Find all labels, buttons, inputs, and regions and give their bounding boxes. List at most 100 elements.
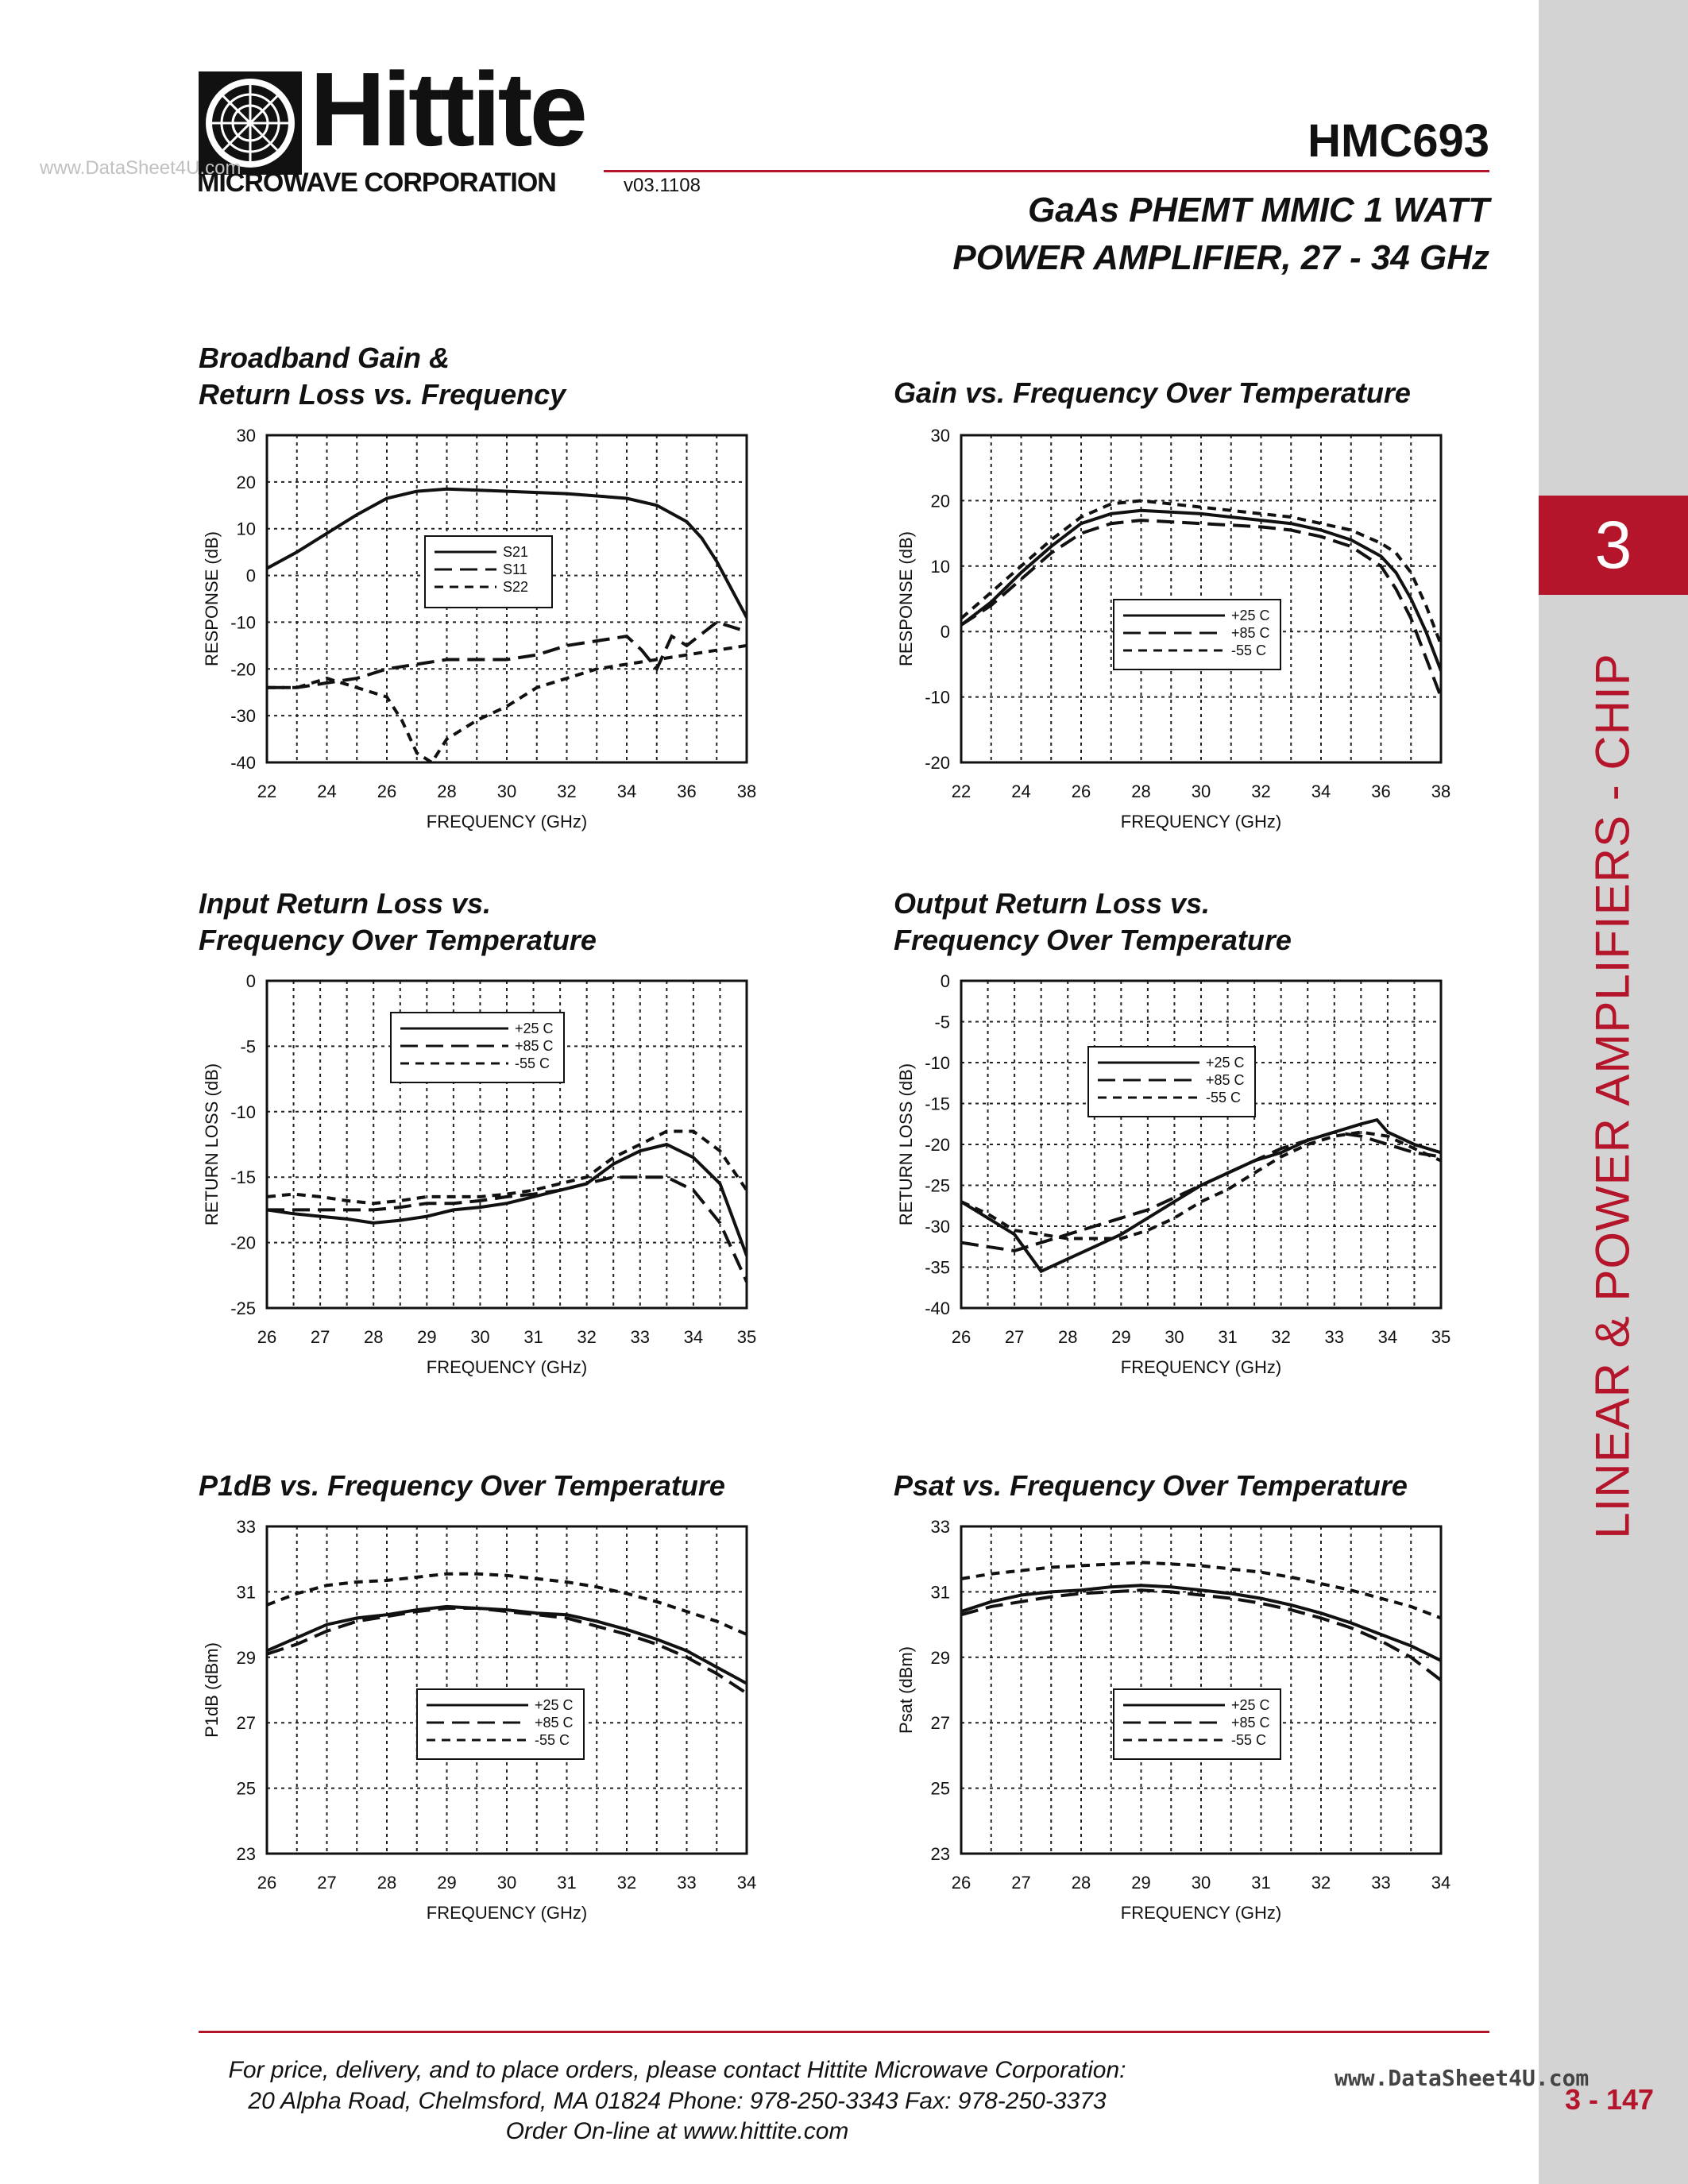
chart-4-title: Output Return Loss vs. Frequency Over Te… bbox=[894, 886, 1292, 959]
legend-label: +25 C bbox=[1206, 1055, 1245, 1071]
plot-frame bbox=[265, 979, 748, 1310]
series-line-85c bbox=[961, 1130, 1441, 1252]
legend-box bbox=[1113, 599, 1281, 670]
series-line-55c bbox=[267, 1129, 747, 1206]
y-tick-label: -20 bbox=[925, 1135, 950, 1155]
x-tick-label: 28 bbox=[364, 1327, 383, 1347]
sidebar bbox=[1539, 0, 1688, 2184]
y-tick-label: 0 bbox=[246, 971, 256, 991]
x-tick-label: 27 bbox=[1011, 1873, 1030, 1893]
x-tick-label: 38 bbox=[737, 781, 756, 801]
y-tick-label: -20 bbox=[230, 1233, 256, 1253]
series-line-s22 bbox=[267, 643, 747, 762]
x-axis-label: FREQUENCY (GHz) bbox=[1121, 1903, 1282, 1923]
y-tick-label: -25 bbox=[230, 1298, 256, 1318]
chart-3-title: Input Return Loss vs. Frequency Over Tem… bbox=[199, 886, 597, 959]
y-tick-label: 20 bbox=[237, 473, 256, 492]
plot-frame bbox=[960, 1525, 1443, 1855]
y-tick-label: -30 bbox=[925, 1217, 950, 1237]
y-tick-label: 31 bbox=[931, 1582, 950, 1602]
chart-2-title: Gain vs. Frequency Over Temperature bbox=[894, 375, 1411, 411]
y-tick-label: -5 bbox=[240, 1036, 256, 1056]
chart-5-title-line-1: P1dB vs. Frequency Over Temperature bbox=[199, 1469, 725, 1502]
x-tick-label: 22 bbox=[952, 781, 971, 801]
x-tick-label: 33 bbox=[1371, 1873, 1390, 1893]
x-tick-label: 32 bbox=[617, 1873, 636, 1893]
y-tick-label: 33 bbox=[931, 1517, 950, 1537]
x-tick-label: 27 bbox=[317, 1873, 336, 1893]
y-tick-label: -15 bbox=[230, 1167, 256, 1187]
x-tick-label: 29 bbox=[1131, 1873, 1150, 1893]
legend-label: +85 C bbox=[1231, 625, 1270, 641]
series-line-55c bbox=[961, 499, 1441, 646]
legend-label: +85 C bbox=[535, 1715, 574, 1731]
header-divider bbox=[604, 170, 1489, 172]
logo-emblem-icon bbox=[199, 71, 302, 175]
chart-3-group: 26 27 28 29 30 31 32 33 34 35 -25 -20 -15 -10 -5 0 FREQU… bbox=[202, 971, 756, 1377]
x-axis-label: FREQUENCY (GHz) bbox=[427, 1357, 588, 1377]
x-tick-label: 32 bbox=[1271, 1327, 1290, 1347]
y-tick-label: 10 bbox=[931, 557, 950, 577]
x-tick-label: 34 bbox=[1311, 781, 1331, 801]
y-tick-label: -35 bbox=[925, 1258, 950, 1278]
series-line-85c bbox=[267, 1175, 747, 1283]
x-tick-label: 26 bbox=[1072, 781, 1091, 801]
plot-frame bbox=[960, 434, 1443, 764]
series-line-55c bbox=[267, 1572, 747, 1636]
y-tick-label: -40 bbox=[230, 753, 256, 773]
legend-box bbox=[416, 1688, 585, 1760]
x-tick-label: 24 bbox=[317, 781, 336, 801]
legend-label: +85 C bbox=[1206, 1072, 1245, 1088]
y-tick-label: -15 bbox=[925, 1094, 950, 1114]
series-line-25c bbox=[267, 1604, 747, 1685]
chart-4-title-line-2: Frequency Over Temperature bbox=[894, 924, 1292, 956]
plot-frame bbox=[960, 979, 1443, 1310]
y-tick-label: 31 bbox=[237, 1582, 256, 1602]
series-line-25c bbox=[267, 1142, 747, 1256]
x-tick-label: 27 bbox=[1005, 1327, 1024, 1347]
y-tick-label: 23 bbox=[237, 1844, 256, 1864]
x-tick-label: 24 bbox=[1011, 781, 1030, 801]
y-tick-label: 25 bbox=[931, 1779, 950, 1799]
x-axis-label: FREQUENCY (GHz) bbox=[1121, 812, 1282, 832]
y-tick-label: -10 bbox=[925, 688, 950, 708]
legend-label: +85 C bbox=[515, 1038, 554, 1054]
x-tick-label: 28 bbox=[437, 781, 456, 801]
x-tick-label: 32 bbox=[577, 1327, 596, 1347]
x-tick-label: 34 bbox=[1431, 1873, 1450, 1893]
chart-3-title-line-2: Frequency Over Temperature bbox=[199, 924, 597, 956]
x-tick-label: 34 bbox=[737, 1873, 756, 1893]
x-tick-label: 30 bbox=[470, 1327, 489, 1347]
x-tick-label: 31 bbox=[1218, 1327, 1237, 1347]
series-line-55c bbox=[961, 1561, 1441, 1620]
y-tick-label: 29 bbox=[931, 1648, 950, 1668]
x-tick-label: 33 bbox=[677, 1873, 696, 1893]
chart-2-title-line-1: Gain vs. Frequency Over Temperature bbox=[894, 376, 1411, 409]
x-tick-label: 26 bbox=[377, 781, 396, 801]
x-tick-label: 28 bbox=[1058, 1327, 1077, 1347]
x-tick-label: 22 bbox=[257, 781, 276, 801]
y-tick-label: -25 bbox=[925, 1176, 950, 1196]
y-tick-label: -40 bbox=[925, 1298, 950, 1318]
x-tick-label: 36 bbox=[1371, 781, 1390, 801]
page-number: 3 - 147 bbox=[1565, 2083, 1655, 2116]
x-tick-label: 26 bbox=[952, 1327, 971, 1347]
series-line-s21 bbox=[267, 487, 747, 619]
x-tick-label: 26 bbox=[257, 1873, 276, 1893]
y-tick-label: 30 bbox=[237, 426, 256, 446]
x-tick-label: 26 bbox=[257, 1327, 276, 1347]
x-tick-label: 31 bbox=[523, 1327, 543, 1347]
subtitle-line-2: POWER AMPLIFIER, 27 - 34 GHz bbox=[952, 238, 1489, 277]
legend-box bbox=[1087, 1046, 1256, 1117]
footer-line-1: For price, delivery, and to place orders… bbox=[228, 2057, 1126, 2083]
series-line-25c bbox=[961, 508, 1441, 672]
x-axis-label: FREQUENCY (GHz) bbox=[1121, 1357, 1282, 1377]
x-tick-label: 34 bbox=[684, 1327, 703, 1347]
x-tick-label: 34 bbox=[617, 781, 636, 801]
chart-1-title-line-2: Return Loss vs. Frequency bbox=[199, 378, 566, 411]
x-tick-label: 32 bbox=[1311, 1873, 1331, 1893]
y-tick-label: 23 bbox=[931, 1844, 950, 1864]
legend-box bbox=[390, 1012, 565, 1083]
x-tick-label: 30 bbox=[1165, 1327, 1184, 1347]
